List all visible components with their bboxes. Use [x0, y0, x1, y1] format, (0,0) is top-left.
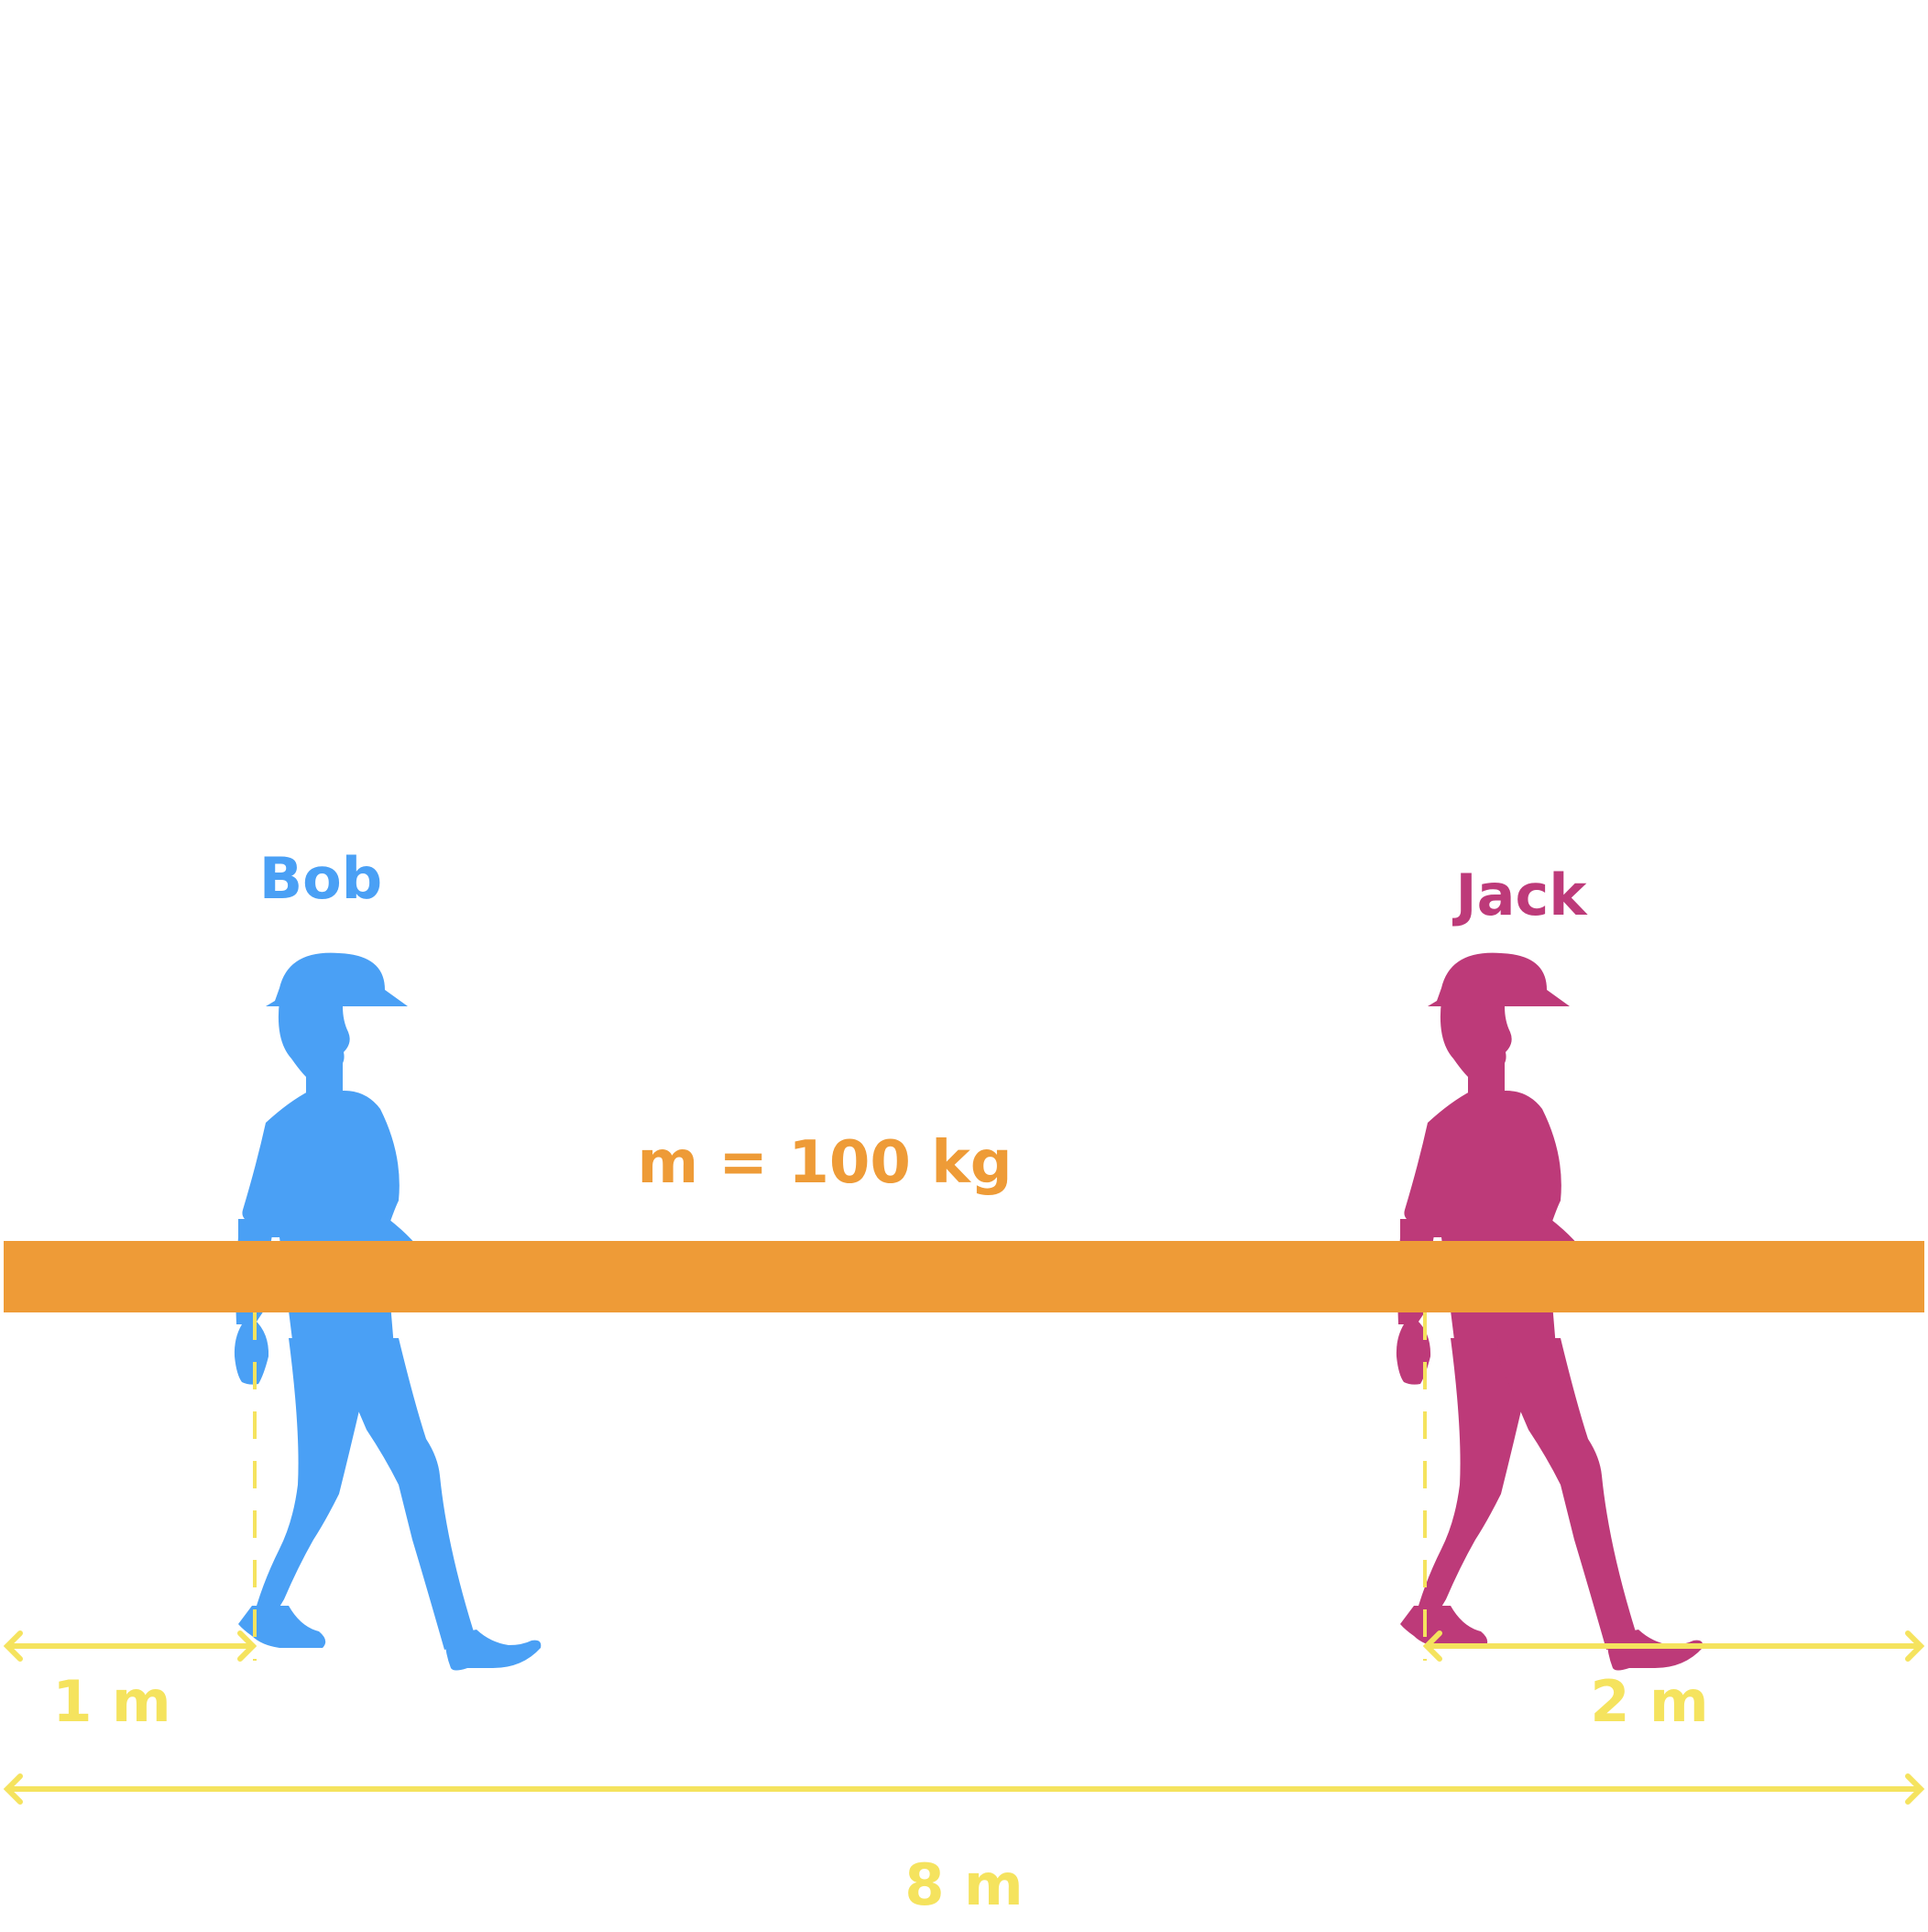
jack-label: Jack: [1452, 862, 1589, 928]
beam: [4, 1241, 1924, 1312]
dimension-right-label: 2 m: [1590, 1668, 1708, 1735]
dimension-left: [3, 1630, 257, 1662]
dimension-left-label: 1 m: [52, 1668, 170, 1735]
dimension-right: [1422, 1630, 1925, 1662]
dimension-total-label: 8 m: [904, 1851, 1023, 1918]
dimension-total: [3, 1773, 1925, 1805]
bob-label: Bob: [259, 845, 382, 912]
mass-label: m = 100 kg: [637, 1129, 1012, 1197]
